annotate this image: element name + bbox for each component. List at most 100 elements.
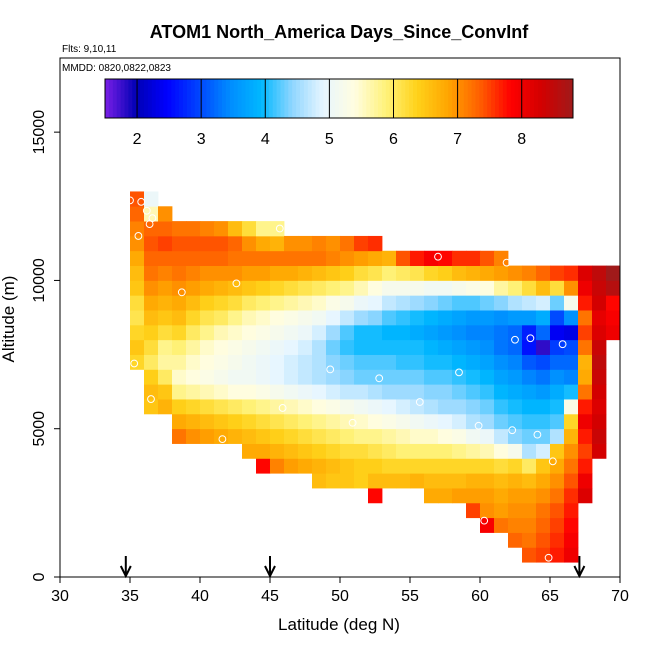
heatmap-cell — [452, 399, 467, 415]
colorbar-swatch — [116, 79, 122, 118]
colorbar-swatch — [124, 79, 129, 118]
colorbar-swatch — [225, 79, 231, 118]
heatmap-cell — [172, 324, 187, 341]
heatmap-cell — [522, 473, 537, 489]
heatmap-cell — [550, 488, 565, 504]
heatmap-cell — [298, 443, 313, 459]
heatmap-cell — [508, 488, 523, 504]
heatmap-cell — [354, 473, 369, 489]
heatmap-cell — [606, 324, 621, 341]
heatmap-cell — [452, 473, 467, 489]
heatmap-cell — [452, 250, 467, 266]
heatmap-cell — [424, 443, 439, 459]
heatmap-cell — [256, 399, 271, 415]
colorbar-tick-label: 7 — [453, 131, 462, 148]
heatmap-cell — [466, 443, 481, 459]
heatmap-cell — [466, 399, 481, 415]
heatmap-cell — [214, 339, 229, 355]
heatmap-cell — [536, 384, 551, 400]
heatmap-cell — [284, 413, 299, 430]
heatmap-cell — [144, 354, 159, 370]
colorbar-swatch — [303, 79, 309, 118]
heatmap-cell — [536, 517, 551, 533]
heatmap-cell — [144, 384, 159, 400]
heatmap-cell — [200, 369, 215, 385]
heatmap-cell — [550, 443, 565, 459]
heatmap-cell — [186, 295, 201, 311]
heatmap-cell — [536, 324, 551, 341]
colorbar-swatch — [362, 79, 367, 118]
heatmap-cell — [536, 369, 551, 385]
heatmap-cell — [298, 369, 313, 385]
colorbar-swatch — [159, 79, 164, 118]
heatmap-cell — [494, 473, 509, 489]
heatmap-cell — [256, 324, 271, 341]
heatmap-cell — [606, 310, 621, 326]
heatmap-cell — [494, 295, 509, 311]
sample-point — [145, 220, 154, 228]
heatmap-cell — [242, 221, 257, 237]
heatmap-cell — [354, 354, 369, 370]
heatmap-cell — [368, 443, 383, 459]
heatmap-cell — [368, 428, 383, 444]
heatmap-cell — [200, 280, 215, 296]
heatmap-cell — [214, 221, 229, 237]
heatmap-cell — [480, 413, 495, 430]
colorbar-swatch — [132, 79, 137, 118]
heatmap-cell — [494, 384, 509, 400]
heatmap-cell — [536, 310, 551, 326]
heatmap-cell — [536, 265, 551, 281]
heatmap-cell — [592, 428, 607, 444]
heatmap-cell — [158, 235, 173, 252]
heatmap-cell — [508, 265, 523, 281]
heatmap-cell — [466, 502, 481, 519]
heatmap-cell — [144, 399, 159, 415]
colorbar-swatch — [479, 79, 484, 118]
heatmap-cell — [550, 384, 565, 400]
heatmap-cell — [242, 310, 257, 326]
heatmap-cell — [536, 532, 551, 548]
colorbar-swatch — [105, 79, 110, 118]
heatmap-cell — [564, 339, 579, 355]
sample-point — [508, 426, 517, 435]
heatmap-cell — [592, 339, 607, 355]
sample-point — [326, 365, 335, 374]
heatmap-cell — [424, 310, 439, 326]
heatmap-cell — [200, 399, 215, 415]
heatmap-cell — [550, 547, 565, 563]
colorbar-swatch — [190, 79, 196, 118]
heatmap-cell — [564, 502, 579, 519]
heatmap-cell — [130, 206, 145, 222]
heatmap-cell — [396, 295, 411, 311]
heatmap-cell — [228, 339, 243, 355]
heatmap-cell — [438, 265, 453, 281]
heatmap-cell — [452, 384, 467, 400]
heatmap-cell — [452, 310, 467, 326]
y-tick-label: 5000 — [31, 411, 48, 447]
sample-point — [147, 395, 155, 403]
heatmap-cell — [508, 310, 523, 326]
heatmap-cell — [396, 413, 411, 430]
heatmap-cell — [158, 206, 173, 222]
colorbar-tick-label: 5 — [325, 131, 334, 148]
heatmap-cell — [494, 443, 509, 459]
heatmap-cell — [424, 295, 439, 311]
heatmap-cell — [214, 235, 229, 252]
heatmap-cell — [550, 473, 565, 489]
heatmap-cell — [438, 369, 453, 385]
heatmap-cell — [158, 324, 173, 341]
heatmap-cell — [270, 399, 285, 415]
heatmap-cell — [284, 310, 299, 326]
heatmap-cell — [200, 384, 215, 400]
heatmap-cell — [564, 354, 579, 370]
colorbar-swatch — [120, 79, 125, 118]
flight-arrow — [264, 556, 276, 579]
colorbar-swatch — [136, 79, 141, 118]
sample-point — [455, 368, 463, 377]
heatmap-cell — [340, 384, 355, 400]
colorbar-swatch — [393, 79, 398, 118]
heatmap-cell — [480, 517, 495, 533]
heatmap-cell — [144, 369, 159, 385]
colorbar-swatch — [370, 79, 375, 118]
colorbar-swatch — [424, 79, 430, 118]
